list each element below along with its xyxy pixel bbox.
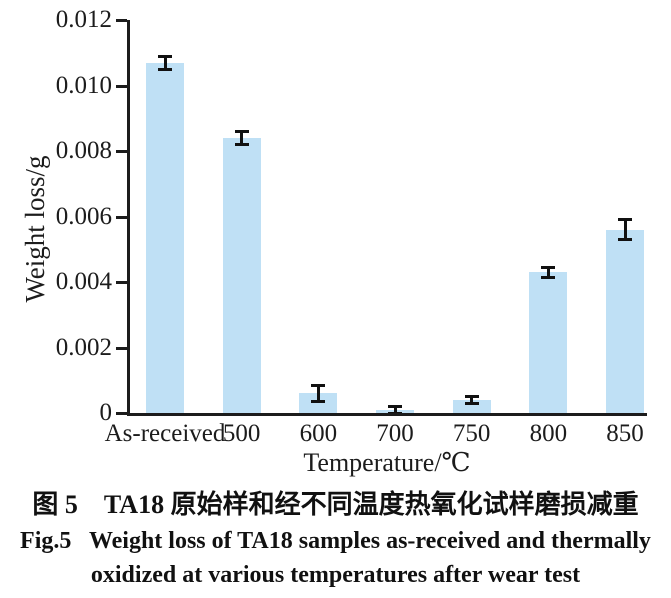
- x-category-label: 500: [222, 420, 261, 447]
- y-axis-tick: [116, 19, 127, 22]
- x-axis-line: [127, 413, 647, 416]
- y-axis-line: [127, 20, 130, 416]
- error-bar-cap-top: [464, 395, 479, 399]
- error-bar-cap-bottom: [464, 401, 479, 405]
- y-tick-label: 0.012: [55, 6, 112, 33]
- error-bar-line: [393, 406, 397, 413]
- x-category-label: As-received: [104, 420, 226, 447]
- error-bar-cap-top: [618, 218, 632, 222]
- bar: [146, 62, 184, 413]
- bar: [529, 272, 568, 413]
- error-bar-line: [163, 56, 167, 70]
- y-tick-label: 0.010: [55, 71, 112, 99]
- x-axis-title: Temperature/℃: [303, 448, 471, 477]
- x-category-label: 750: [452, 420, 491, 447]
- bar-chart: Weight loss/g Temperature/℃ 0 0.002 0.004 0…: [20, 6, 647, 477]
- error-bar-cap-top: [311, 383, 326, 387]
- x-category-label: 850: [606, 420, 644, 447]
- y-axis-tick: [116, 150, 127, 153]
- figure-caption-english-line1: Fig.5 Weight loss of TA18 samples as-rec…: [20, 528, 651, 554]
- y-tick-label: 0.006: [55, 202, 112, 230]
- error-bar-cap-bottom: [618, 237, 632, 241]
- error-bar-line: [240, 131, 244, 145]
- y-axis-tick: [116, 215, 127, 219]
- figure-caption-english-line2: oxidized at various temperatures after w…: [90, 562, 581, 588]
- y-tick-label: 0.002: [55, 333, 112, 361]
- error-bar-cap-top: [388, 404, 402, 408]
- error-bar-cap-bottom: [158, 67, 172, 71]
- figure-caption-chinese: 图 5 TA18 原始样和经不同温度热氧化试样磨损减重: [32, 490, 639, 519]
- error-bar-line: [623, 219, 627, 240]
- y-axis-tick: [116, 84, 127, 88]
- bar: [222, 137, 261, 413]
- y-axis-tick: [116, 412, 127, 415]
- y-tick-label: 0.008: [55, 137, 112, 164]
- x-category-label: 800: [529, 420, 568, 447]
- y-axis-tick: [116, 281, 127, 284]
- y-tick-label: 0: [99, 399, 113, 426]
- error-bar-cap-top: [234, 129, 249, 133]
- error-bar-cap-bottom: [234, 142, 249, 146]
- error-bar-cap-top: [541, 265, 556, 269]
- error-bar-line: [316, 385, 320, 402]
- x-category-label: 700: [376, 420, 414, 447]
- bar: [299, 393, 338, 413]
- error-bar-cap-top: [158, 54, 172, 58]
- error-bar-line: [470, 396, 474, 404]
- figure-caption-english: Fig.5 Weight loss of TA18 samples as-rec…: [0, 524, 671, 592]
- x-category-label: 600: [299, 420, 338, 447]
- error-bar-cap-bottom: [311, 400, 326, 404]
- y-axis-tick: [116, 346, 127, 350]
- error-bar-cap-bottom: [541, 275, 556, 279]
- bar: [452, 399, 491, 413]
- bar: [606, 229, 644, 413]
- error-bar-line: [546, 267, 550, 278]
- y-tick-label: 0.004: [55, 268, 112, 295]
